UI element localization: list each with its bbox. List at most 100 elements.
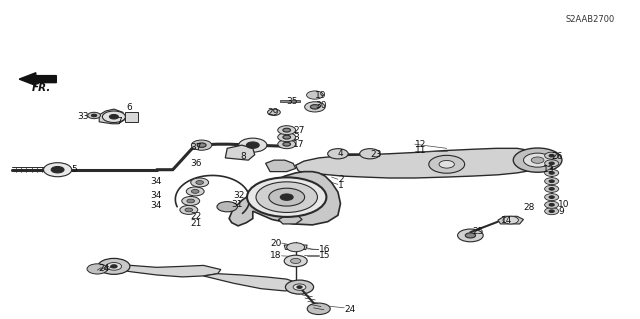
Circle shape [531, 157, 544, 163]
Text: 36: 36 [191, 159, 202, 168]
Circle shape [285, 280, 314, 294]
Text: 29: 29 [268, 108, 279, 117]
Text: 12: 12 [415, 140, 426, 149]
Text: 10: 10 [558, 200, 570, 209]
Circle shape [88, 112, 100, 119]
Text: FR.: FR. [32, 83, 51, 93]
Text: 18: 18 [270, 251, 282, 260]
Circle shape [191, 140, 212, 150]
Text: 9: 9 [558, 207, 564, 216]
Circle shape [549, 210, 554, 212]
Circle shape [465, 233, 476, 238]
Circle shape [524, 153, 552, 167]
Text: 13: 13 [543, 165, 554, 174]
Text: 8: 8 [240, 152, 246, 161]
Circle shape [545, 178, 559, 185]
Circle shape [87, 264, 108, 274]
Circle shape [278, 126, 296, 135]
FancyArrow shape [19, 73, 56, 85]
Circle shape [268, 109, 280, 115]
Polygon shape [112, 263, 221, 277]
Text: 28: 28 [523, 204, 534, 212]
Circle shape [360, 149, 380, 159]
Circle shape [196, 181, 204, 184]
Circle shape [297, 286, 302, 288]
Circle shape [307, 303, 330, 315]
Text: 17: 17 [293, 140, 305, 149]
Text: 21: 21 [191, 219, 202, 228]
Circle shape [180, 205, 198, 214]
Circle shape [269, 188, 305, 206]
Circle shape [549, 172, 554, 174]
Text: 34: 34 [150, 191, 161, 200]
Circle shape [191, 178, 209, 187]
Text: 16: 16 [319, 245, 330, 254]
Circle shape [439, 160, 454, 168]
Circle shape [545, 160, 559, 167]
Text: 32: 32 [233, 191, 244, 200]
Circle shape [549, 162, 554, 165]
Polygon shape [225, 145, 255, 160]
Text: 15: 15 [319, 251, 330, 260]
Text: 25: 25 [472, 227, 484, 236]
Circle shape [549, 188, 554, 190]
Circle shape [549, 154, 554, 157]
Circle shape [310, 105, 319, 109]
Circle shape [92, 114, 97, 117]
Circle shape [185, 208, 193, 212]
Circle shape [513, 148, 562, 172]
Text: 3: 3 [293, 133, 299, 142]
Circle shape [191, 189, 199, 193]
Text: 33: 33 [77, 112, 88, 121]
Circle shape [278, 140, 296, 149]
Text: 24: 24 [344, 305, 356, 314]
Circle shape [305, 102, 325, 112]
Circle shape [545, 201, 559, 208]
Polygon shape [284, 245, 307, 249]
Circle shape [549, 180, 554, 182]
Circle shape [283, 128, 291, 132]
Circle shape [239, 138, 267, 152]
Text: 6: 6 [127, 103, 132, 112]
Text: 7: 7 [116, 117, 122, 126]
Text: 27: 27 [293, 126, 305, 135]
Circle shape [102, 111, 125, 122]
Circle shape [186, 187, 204, 196]
Text: 14: 14 [500, 216, 512, 225]
Circle shape [549, 204, 554, 206]
Circle shape [328, 149, 348, 159]
Circle shape [283, 142, 291, 146]
Text: 2: 2 [338, 175, 344, 184]
Text: 26: 26 [552, 152, 563, 161]
Circle shape [44, 163, 72, 177]
Circle shape [247, 177, 326, 217]
Circle shape [98, 258, 130, 274]
Polygon shape [204, 274, 302, 291]
Polygon shape [99, 109, 125, 124]
Polygon shape [296, 148, 543, 178]
Text: 34: 34 [150, 177, 161, 186]
Circle shape [429, 155, 465, 173]
Circle shape [458, 229, 483, 242]
Circle shape [111, 265, 117, 268]
Text: 30: 30 [315, 101, 326, 110]
Circle shape [545, 208, 559, 215]
Polygon shape [229, 172, 340, 226]
Polygon shape [266, 160, 296, 172]
Circle shape [549, 196, 554, 198]
Circle shape [106, 263, 122, 270]
Circle shape [545, 152, 559, 159]
Circle shape [280, 194, 293, 200]
Circle shape [182, 197, 200, 205]
Text: 35: 35 [287, 97, 298, 106]
Circle shape [307, 91, 323, 99]
Text: 23: 23 [370, 150, 381, 159]
Polygon shape [278, 215, 302, 224]
Text: 1: 1 [338, 181, 344, 190]
Circle shape [109, 115, 118, 119]
Text: 37: 37 [191, 143, 202, 152]
Polygon shape [498, 216, 524, 224]
Circle shape [278, 133, 296, 142]
Circle shape [545, 185, 559, 192]
Text: 24: 24 [99, 264, 110, 273]
